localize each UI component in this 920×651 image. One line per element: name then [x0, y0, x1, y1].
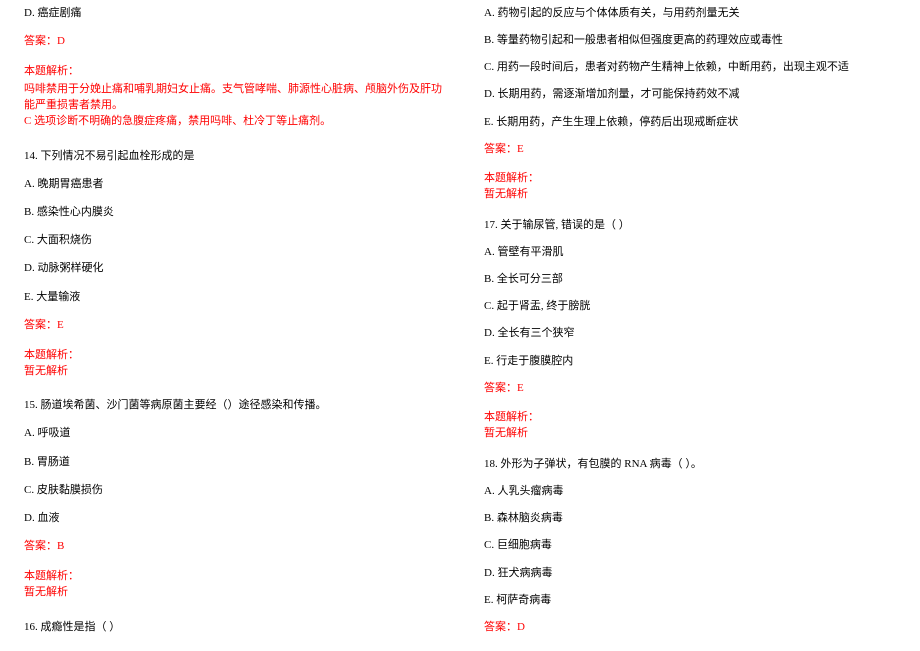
q14-stem: 14. 下列情况不易引起血栓形成的是: [24, 149, 442, 163]
q14-hint-title: 本题解析：: [24, 346, 442, 362]
q16-c: C. 用药一段时间后，患者对药物产生精神上依赖，中断用药，出现主观不适: [484, 60, 902, 74]
q17-hint-title: 本题解析：: [484, 408, 902, 424]
q14-b: B. 感染性心内膜炎: [24, 205, 442, 219]
q15-hint-title: 本题解析：: [24, 567, 442, 583]
page: D. 癌症剧痛 答案：D 本题解析： 吗啡禁用于分娩止痛和哺乳期妇女止痛。支气管…: [0, 0, 920, 651]
q14-hint: 暂无解析: [24, 364, 442, 378]
right-column: A. 药物引起的反应与个体体质有关，与用药剂量无关 B. 等量药物引起和一般患者…: [460, 0, 920, 651]
q18-a: A. 人乳头瘤病毒: [484, 484, 902, 498]
q14-answer: 答案：E: [24, 318, 442, 332]
q18-b: B. 森林脑炎病毒: [484, 511, 902, 525]
q15-stem: 15. 肠道埃希菌、沙门菌等病原菌主要经（）途径感染和传播。: [24, 398, 442, 412]
q16-answer: 答案：E: [484, 142, 902, 156]
q13-hint-line2: C 选项诊断不明确的急腹症疼痛，禁用吗啡、杜冷丁等止痛剂。: [24, 114, 442, 128]
q15-a: A. 呼吸道: [24, 426, 442, 440]
q16-stem: 16. 成瘾性是指（ ）: [24, 620, 442, 634]
q17-b: B. 全长可分三部: [484, 272, 902, 286]
left-column: D. 癌症剧痛 答案：D 本题解析： 吗啡禁用于分娩止痛和哺乳期妇女止痛。支气管…: [0, 0, 460, 651]
q14-e: E. 大量输液: [24, 290, 442, 304]
q15-b: B. 胃肠道: [24, 455, 442, 469]
q14-a: A. 晚期胃癌患者: [24, 177, 442, 191]
q16-hint: 暂无解析: [484, 187, 902, 201]
q18-e: E. 柯萨奇病毒: [484, 593, 902, 607]
q17-stem: 17. 关于输尿管, 错误的是（ ）: [484, 218, 902, 232]
q15-c: C. 皮肤黏膜损伤: [24, 483, 442, 497]
q18-answer: 答案：D: [484, 620, 902, 634]
q16-e: E. 长期用药，产生生理上依赖，停药后出现戒断症状: [484, 115, 902, 129]
q15-d: D. 血液: [24, 511, 442, 525]
q17-answer: 答案：E: [484, 381, 902, 395]
q18-stem: 18. 外形为子弹状，有包膜的 RNA 病毒（ ）。: [484, 457, 902, 471]
q18-d: D. 狂犬病病毒: [484, 566, 902, 580]
q13-answer: 答案：D: [24, 34, 442, 48]
q16-a: A. 药物引起的反应与个体体质有关，与用药剂量无关: [484, 6, 902, 20]
q16-b: B. 等量药物引起和一般患者相似但强度更高的药理效应或毒性: [484, 33, 902, 47]
q16-hint-title: 本题解析：: [484, 169, 902, 185]
q18-c: C. 巨细胞病毒: [484, 538, 902, 552]
q17-a: A. 管壁有平滑肌: [484, 245, 902, 259]
q17-e: E. 行走于腹膜腔内: [484, 354, 902, 368]
q17-d: D. 全长有三个狭窄: [484, 326, 902, 340]
q15-hint: 暂无解析: [24, 585, 442, 599]
q15-answer: 答案：B: [24, 539, 442, 553]
q14-d: D. 动脉粥样硬化: [24, 261, 442, 275]
q17-c: C. 起于肾盂, 终于膀胱: [484, 299, 902, 313]
q16-d: D. 长期用药，需逐渐增加剂量，才可能保持药效不减: [484, 87, 902, 101]
q13-hint-line1: 吗啡禁用于分娩止痛和哺乳期妇女止痛。支气管哮喘、肺源性心脏病、颅脑外伤及肝功能严…: [24, 80, 442, 112]
q17-hint: 暂无解析: [484, 426, 902, 440]
q13-option-d: D. 癌症剧痛: [24, 6, 442, 20]
q14-c: C. 大面积烧伤: [24, 233, 442, 247]
q13-hint-title: 本题解析：: [24, 62, 442, 78]
